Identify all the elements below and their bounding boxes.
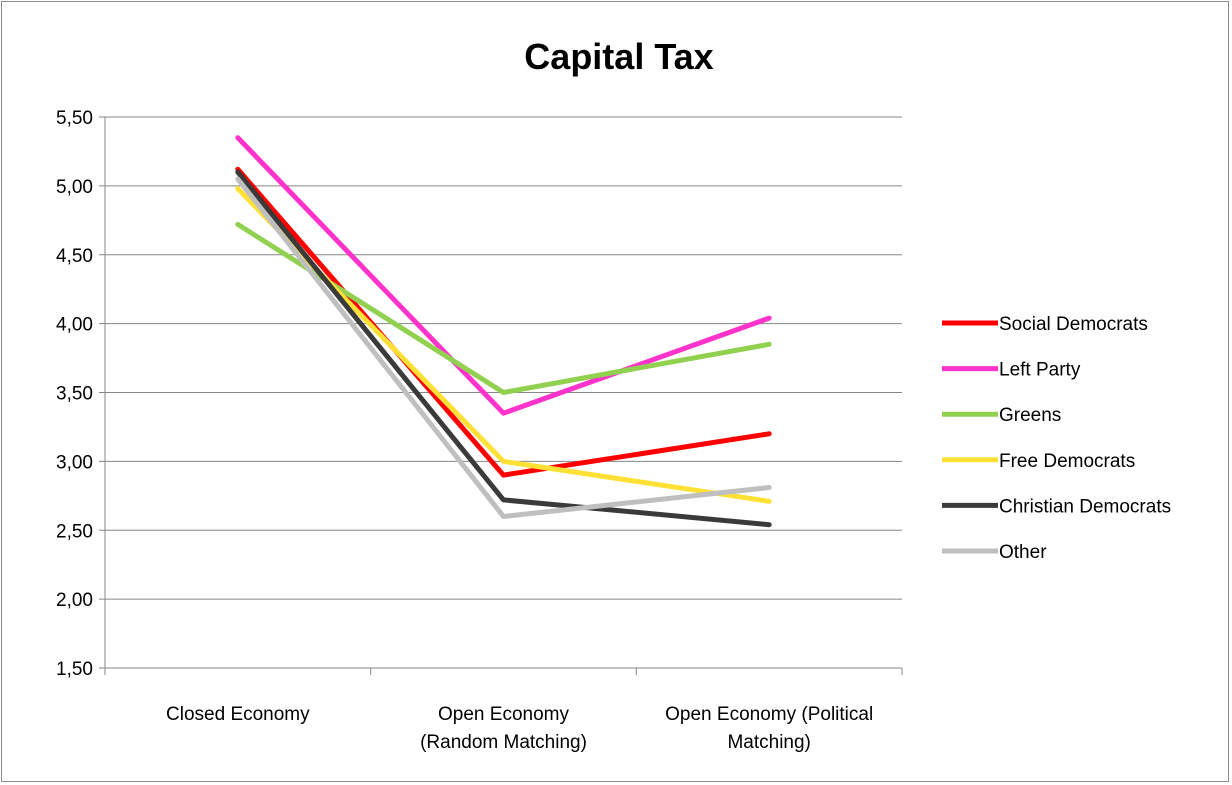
y-tick-label: 3,00 — [56, 452, 93, 473]
series-line — [235, 166, 772, 478]
y-tick-label: 5,50 — [56, 108, 93, 129]
y-tick-label: 2,50 — [56, 521, 93, 542]
axes: 1,50 2,00 2,50 3,00 3,50 4,00 4,50 5,00 5,50 Clos… — [56, 108, 903, 753]
legend-label: Left Party — [999, 360, 1081, 381]
x-tick-label: Open Economy (Random Matching) — [420, 704, 587, 753]
legend-label: Greens — [999, 405, 1061, 426]
y-tick-label: 2,00 — [56, 590, 93, 611]
y-tick-label: 4,50 — [56, 246, 93, 267]
legend-label: Other — [999, 542, 1047, 563]
series-line — [235, 221, 772, 395]
chart-title: Capital Tax — [524, 36, 713, 77]
legend: Social Democrats Left Party Greens Free Dem… — [942, 314, 1171, 563]
series-line — [235, 135, 772, 416]
y-tick-label: 4,00 — [56, 315, 93, 336]
legend-label: Social Democrats — [999, 314, 1148, 335]
legend-label: Christian Democrats — [999, 496, 1171, 517]
y-tick-label: 5,00 — [56, 177, 93, 198]
series-line — [235, 169, 772, 528]
series-lines — [235, 135, 772, 528]
y-tick-label: 3,50 — [56, 384, 93, 405]
legend-label: Free Democrats — [999, 451, 1135, 472]
grid-lines — [105, 116, 902, 600]
x-tick-label: Open Economy (Political Matching) — [665, 704, 873, 753]
series-line — [235, 176, 772, 519]
x-tick-label: Closed Economy — [166, 704, 310, 725]
y-tick-label: 1,50 — [56, 659, 93, 680]
